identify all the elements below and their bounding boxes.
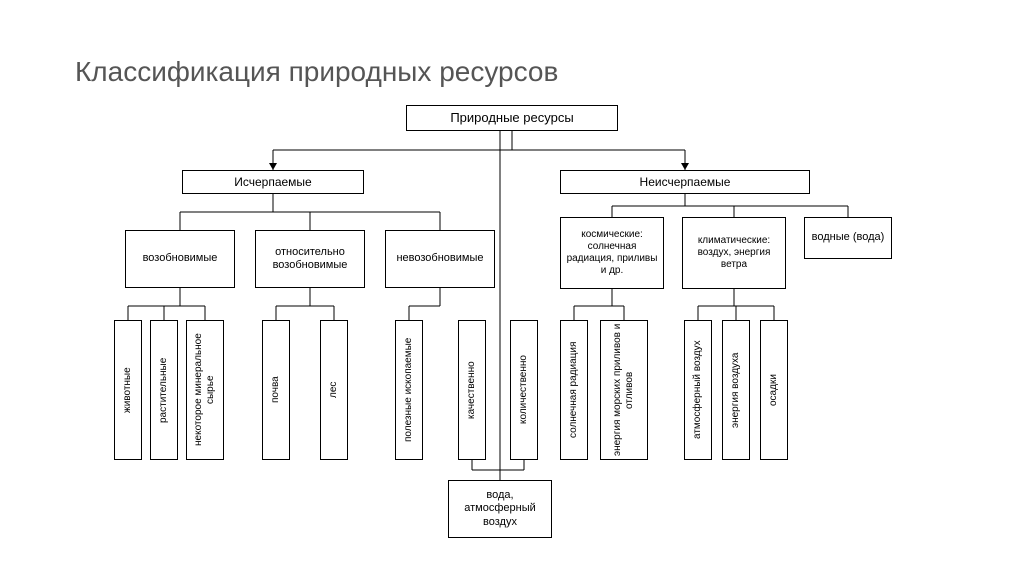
node-inexh: Неисчерпаемые bbox=[560, 170, 810, 194]
node-root: Природные ресурсы bbox=[406, 105, 618, 131]
node-exh: Исчерпаемые bbox=[182, 170, 364, 194]
node-soil: почва bbox=[262, 320, 290, 460]
node-precip: осадки bbox=[760, 320, 788, 460]
node-fossils: полезные ископаемые bbox=[395, 320, 423, 460]
node-nonrenew: невозобновимые bbox=[385, 230, 495, 288]
node-water: водные (вода) bbox=[804, 217, 892, 259]
node-tides: энергия морских приливов и отливов bbox=[600, 320, 648, 460]
node-waterair: вода, атмосферный воздух bbox=[448, 480, 552, 538]
node-plants: растительные bbox=[150, 320, 178, 460]
node-animals: животные bbox=[114, 320, 142, 460]
node-atmair: атмосферный воздух bbox=[684, 320, 712, 460]
node-climatic: климатические: воздух, энергия ветра bbox=[682, 217, 786, 289]
node-cosmic: космические: солнечная радиация, приливы… bbox=[560, 217, 664, 289]
node-quantity: количественно bbox=[510, 320, 538, 460]
node-mineral: некоторое минеральное сырье bbox=[186, 320, 224, 460]
node-quality: качественно bbox=[458, 320, 486, 460]
page-title: Классификация природных ресурсов bbox=[75, 56, 558, 88]
node-forest: лес bbox=[320, 320, 348, 460]
node-windenergy: энергия воздуха bbox=[722, 320, 750, 460]
node-renew: возобновимые bbox=[125, 230, 235, 288]
node-solar: солнечная радиация bbox=[560, 320, 588, 460]
node-relrenew: относительно возобновимые bbox=[255, 230, 365, 288]
